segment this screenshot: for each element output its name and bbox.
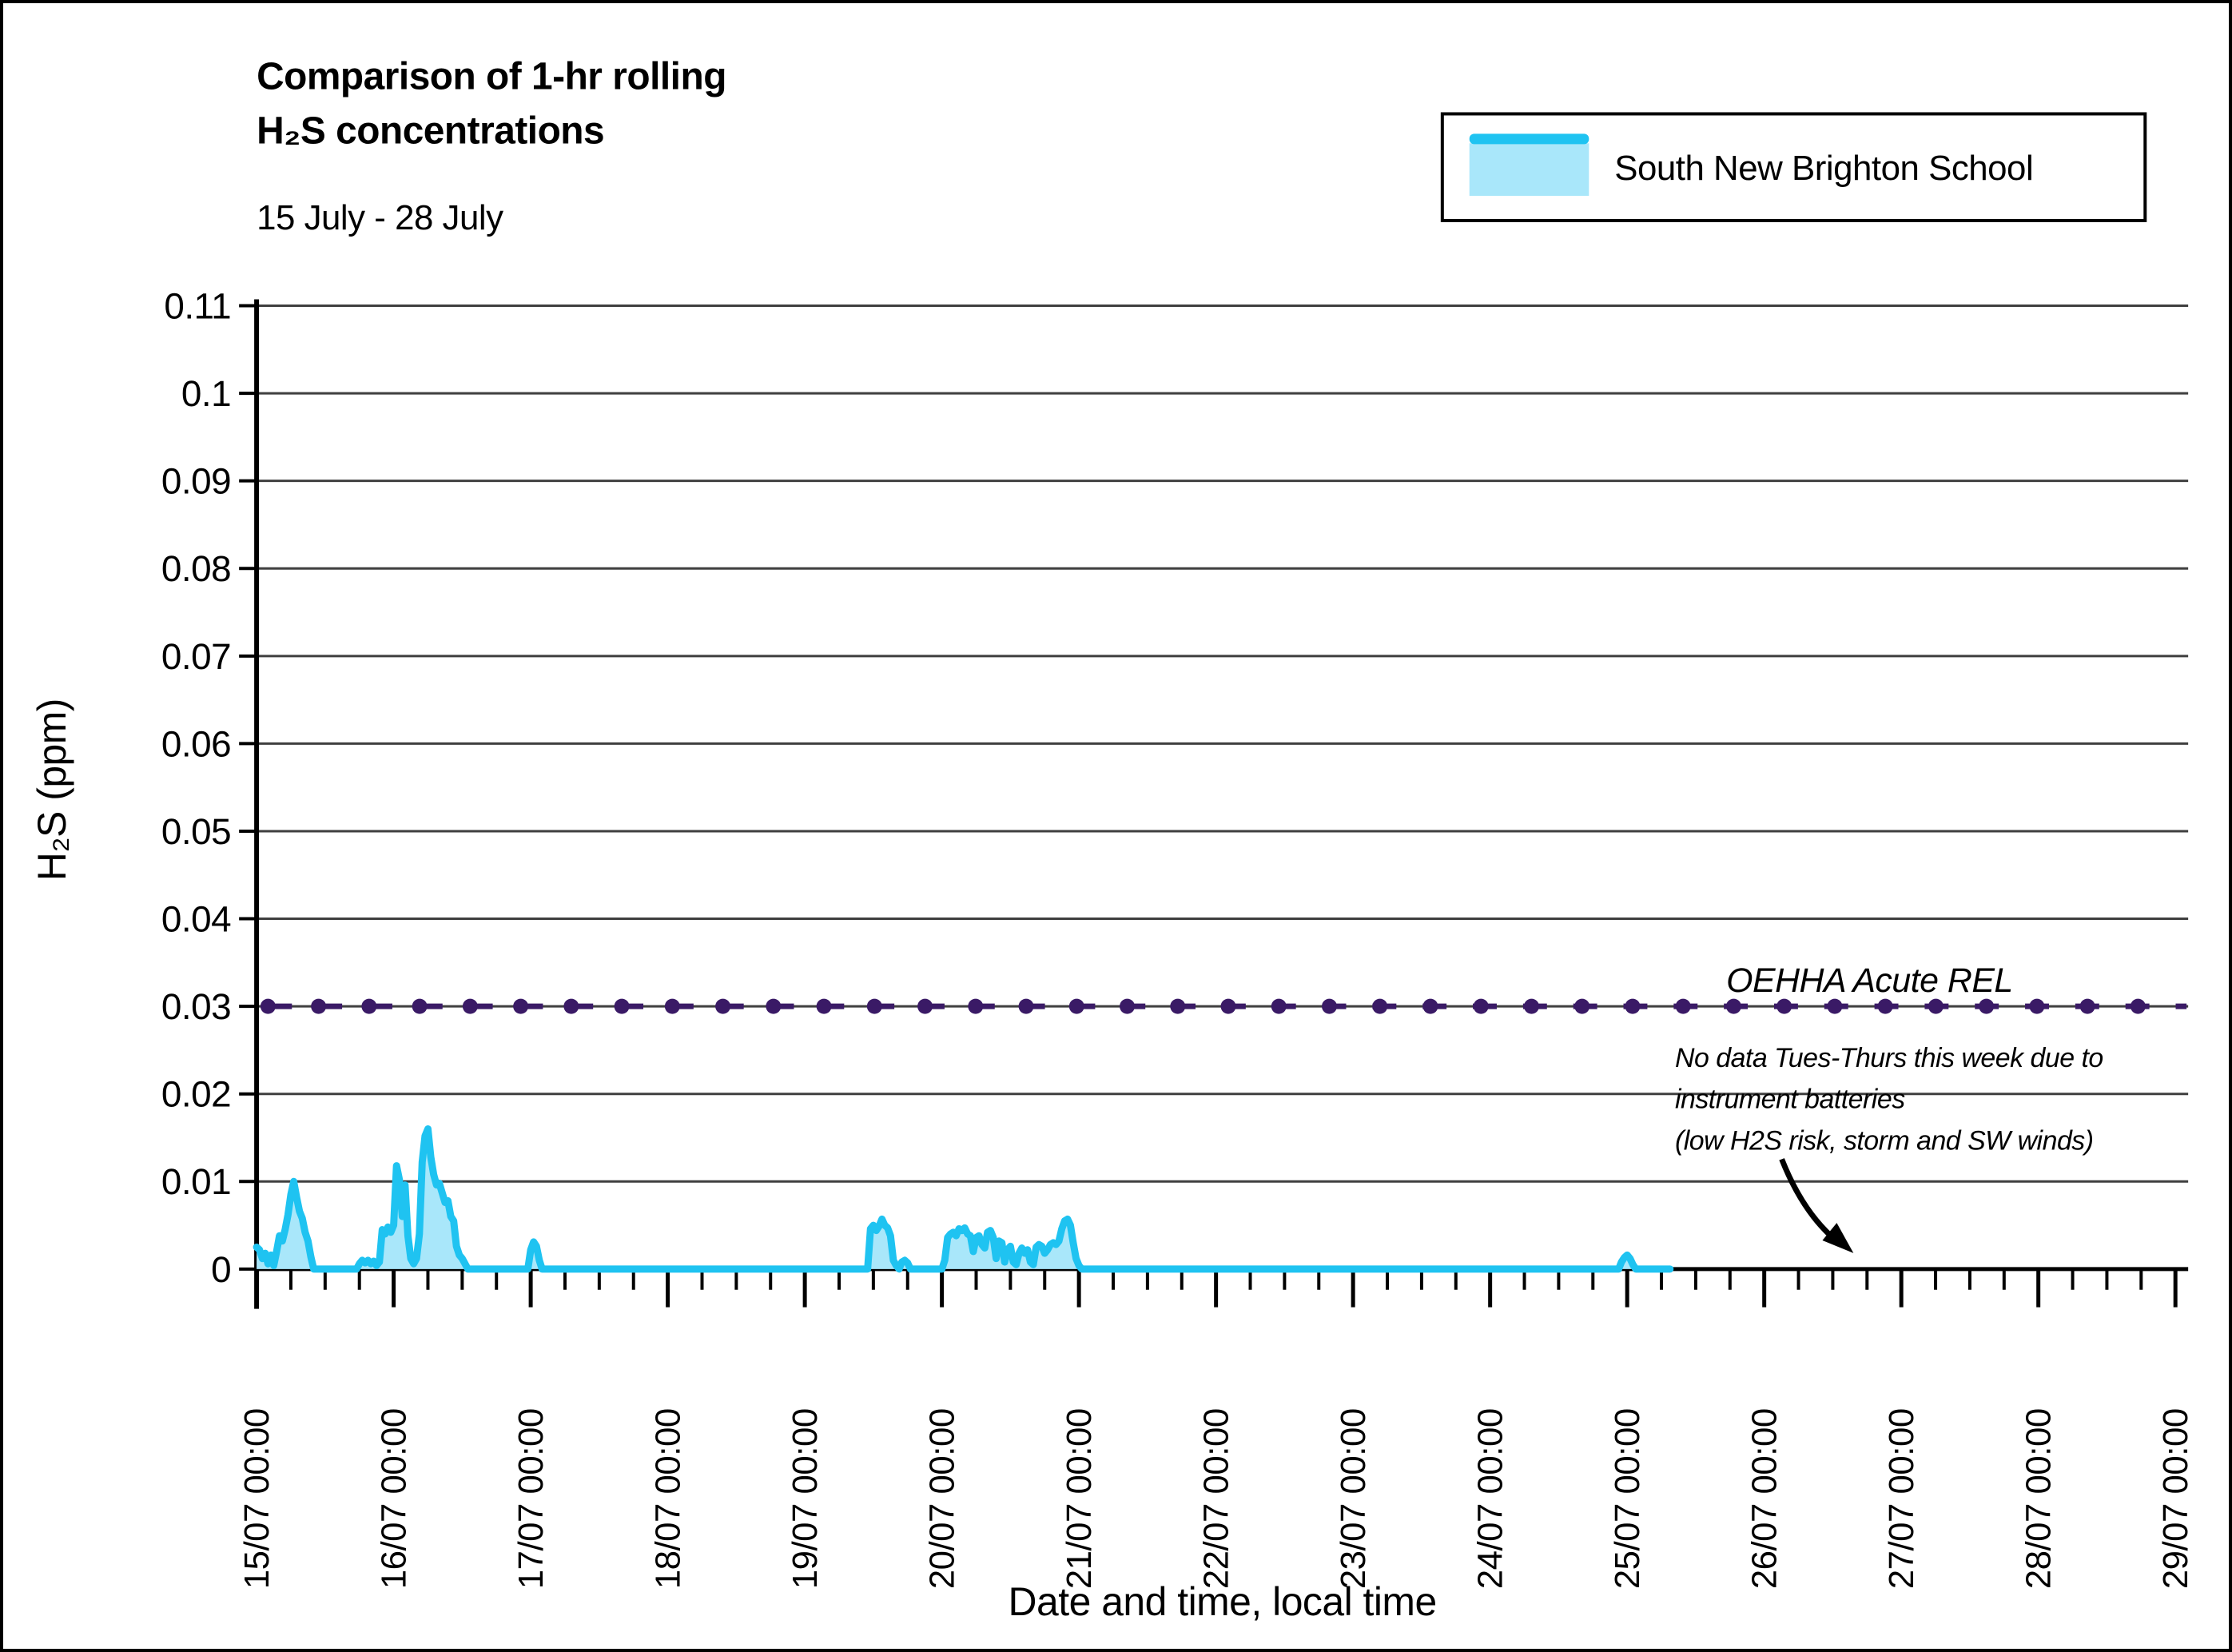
rel-reference-line xyxy=(260,998,2187,1014)
rel-marker xyxy=(311,998,327,1014)
x-tick-label: 21/07 00:00 xyxy=(1060,1408,1099,1589)
h2s-area-fill xyxy=(257,1129,1670,1269)
rel-marker xyxy=(1120,998,1135,1014)
x-axis-title: Date and time, local time xyxy=(1009,1579,1437,1624)
annotation-arrowhead-icon xyxy=(1822,1223,1854,1253)
x-tick-label: 22/07 00:00 xyxy=(1197,1408,1236,1589)
y-tick-label: 0.05 xyxy=(161,811,231,852)
rel-marker xyxy=(361,998,377,1014)
rel-marker xyxy=(462,998,478,1014)
y-tick-label: 0.03 xyxy=(161,986,231,1027)
rel-line-label: OEHHA Acute REL xyxy=(1726,961,2013,1000)
h2s-area-series xyxy=(253,1125,1674,1273)
rel-marker xyxy=(2130,998,2146,1014)
rel-marker xyxy=(2079,998,2095,1014)
rel-marker xyxy=(614,998,630,1014)
x-tick-label: 15/07 00:00 xyxy=(237,1408,277,1589)
y-tick-label: 0 xyxy=(211,1249,231,1290)
y-axis-tick-labels: 0 0.01 0.02 0.03 0.04 0.05 0.06 0.07 0.08 0.09 0.1… xyxy=(161,285,232,1290)
rel-marker xyxy=(1068,998,1084,1014)
x-tick-label: 18/07 00:00 xyxy=(649,1408,688,1589)
axes xyxy=(254,299,2189,1309)
x-axis-ticks xyxy=(254,1268,2178,1308)
rel-marker xyxy=(664,998,680,1014)
x-tick-label: 24/07 00:00 xyxy=(1471,1408,1510,1589)
y-tick-label: 0.01 xyxy=(161,1161,231,1202)
rel-marker xyxy=(1473,998,1489,1014)
rel-marker xyxy=(1979,998,1995,1014)
rel-marker xyxy=(816,998,832,1014)
rel-marker xyxy=(866,998,882,1014)
y-axis-ticks xyxy=(239,304,257,1271)
chart-subtitle: 15 July - 28 July xyxy=(257,198,503,237)
x-tick-label: 28/07 00:00 xyxy=(2019,1408,2059,1589)
annotation-line2: instrument batteries xyxy=(1675,1085,1905,1115)
x-tick-label: 16/07 00:00 xyxy=(375,1408,414,1589)
annotation-line3: (low H2S risk, storm and SW winds) xyxy=(1675,1125,2094,1156)
rel-marker xyxy=(1827,998,1843,1014)
rel-marker xyxy=(1372,998,1388,1014)
rel-marker xyxy=(1776,998,1792,1014)
x-axis-tick-labels: 15/07 00:00 16/07 00:00 17/07 00:00 18/07 0… xyxy=(237,1408,2195,1589)
x-tick-label: 29/07 00:00 xyxy=(2156,1408,2195,1589)
chart-title-line1: Comparison of 1-hr rolling xyxy=(257,56,726,98)
rel-marker xyxy=(412,998,428,1014)
legend-swatch-line xyxy=(1469,133,1589,145)
y-axis-title: H₂S (ppm) xyxy=(30,699,74,881)
no-data-annotation: No data Tues-Thurs this week due to inst… xyxy=(1675,1043,2103,1253)
chart-title-line2: H₂S concentrations xyxy=(257,109,604,152)
x-tick-label: 23/07 00:00 xyxy=(1334,1408,1373,1589)
rel-marker xyxy=(1271,998,1287,1014)
y-tick-label: 0.04 xyxy=(161,899,231,940)
rel-marker xyxy=(1574,998,1590,1014)
y-tick-label: 0.11 xyxy=(164,285,231,326)
rel-marker xyxy=(1422,998,1438,1014)
rel-marker xyxy=(1928,998,1944,1014)
rel-marker xyxy=(1877,998,1893,1014)
annotation-line1: No data Tues-Thurs this week due to xyxy=(1675,1043,2103,1073)
rel-marker xyxy=(1675,998,1691,1014)
rel-marker xyxy=(715,998,731,1014)
y-tick-label: 0.07 xyxy=(161,636,231,677)
rel-marker xyxy=(1018,998,1034,1014)
rel-marker xyxy=(2029,998,2045,1014)
y-tick-label: 0.06 xyxy=(161,723,231,764)
rel-marker xyxy=(513,998,529,1014)
legend-swatch-fill xyxy=(1469,143,1589,197)
y-tick-label: 0.02 xyxy=(161,1074,231,1115)
rel-marker xyxy=(1625,998,1641,1014)
rel-marker xyxy=(1220,998,1236,1014)
rel-marker xyxy=(563,998,579,1014)
rel-marker xyxy=(1170,998,1186,1014)
chart-canvas: 0 0.01 0.02 0.03 0.04 0.05 0.06 0.07 0.08 0.09 0.1… xyxy=(30,56,2195,1625)
y-tick-label: 0.08 xyxy=(161,548,231,589)
rel-marker xyxy=(968,998,984,1014)
rel-marker xyxy=(1523,998,1539,1014)
legend: South New Brighton School xyxy=(1440,112,2147,222)
y-tick-label: 0.09 xyxy=(161,461,231,502)
y-tick-label: 0.1 xyxy=(181,373,231,414)
rel-marker xyxy=(766,998,782,1014)
x-tick-label: 19/07 00:00 xyxy=(786,1408,825,1589)
x-tick-label: 26/07 00:00 xyxy=(1745,1408,1784,1589)
rel-marker xyxy=(1322,998,1337,1014)
legend-series-label: South New Brighton School xyxy=(1614,149,2033,188)
h2s-line xyxy=(253,1125,1674,1273)
rel-marker xyxy=(260,998,276,1014)
x-tick-label: 20/07 00:00 xyxy=(923,1408,962,1589)
rel-marker xyxy=(1725,998,1741,1014)
x-tick-label: 17/07 00:00 xyxy=(511,1408,551,1589)
x-tick-label: 25/07 00:00 xyxy=(1608,1408,1647,1589)
x-tick-label: 27/07 00:00 xyxy=(1882,1408,1921,1589)
rel-marker xyxy=(917,998,933,1014)
